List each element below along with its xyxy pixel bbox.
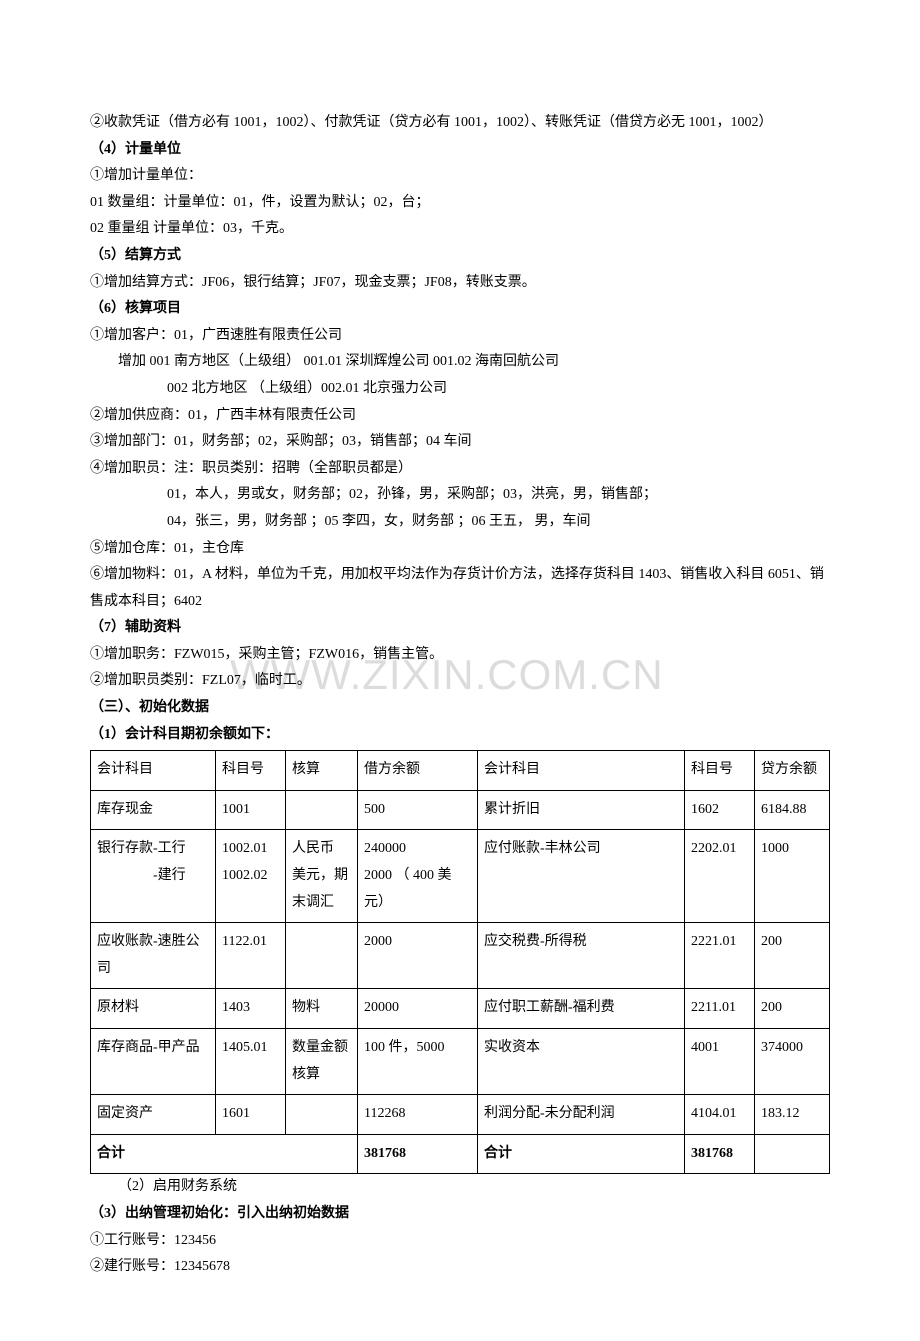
table-row: 银行存款-工行 -建行1002.011002.02人民币美元，期末调汇24000…	[91, 830, 830, 923]
table-cell: 1002.011002.02	[216, 830, 286, 923]
text-line: ②增加职员类别：FZL07，临时工。	[90, 668, 830, 695]
table-cell: 6184.88	[755, 790, 830, 830]
section-heading-table: （1）会计科目期初余额如下：	[90, 722, 830, 749]
table-total-row: 合计 381768 合计 381768	[91, 1134, 830, 1174]
text-line: 增加 001 南方地区（上级组） 001.01 深圳辉煌公司 001.02 海南…	[90, 349, 830, 376]
text-line: ②增加供应商：01，广西丰林有限责任公司	[90, 403, 830, 430]
total-right-value: 381768	[685, 1134, 755, 1174]
table-cell: 2202.01	[685, 830, 755, 923]
section-heading-6: （6）核算项目	[90, 296, 830, 323]
text-line: 02 重量组 计量单位：03，千克。	[90, 216, 830, 243]
table-cell	[286, 790, 358, 830]
table-cell: 利润分配-未分配利润	[478, 1095, 685, 1135]
table-row: 库存商品-甲产品1405.01数量金额核算100 件，5000实收资本40013…	[91, 1029, 830, 1095]
table-row: 应收账款-速胜公司1122.01 2000应交税费-所得税2221.01200	[91, 923, 830, 989]
document-body: ②收款凭证（借方必有 1001，1002）、付款凭证（贷方必有 1001，100…	[90, 110, 830, 1281]
table-cell: 1122.01	[216, 923, 286, 989]
table-cell: 183.12	[755, 1095, 830, 1135]
table-cell: 1405.01	[216, 1029, 286, 1095]
text-line: ①工行账号：123456	[90, 1228, 830, 1255]
table-cell: 库存现金	[91, 790, 216, 830]
text-line: 04，张三，男，财务部 ；05 李四，女，财务部 ；06 王五， 男，车间	[90, 509, 830, 536]
total-left-label: 合计	[91, 1134, 358, 1174]
table-cell: 1000	[755, 830, 830, 923]
table-cell: 112268	[358, 1095, 478, 1135]
section-heading-4: （4）计量单位	[90, 137, 830, 164]
table-cell: 物料	[286, 989, 358, 1029]
table-cell: 374000	[755, 1029, 830, 1095]
section-heading-7: （7）辅助资料	[90, 615, 830, 642]
section-heading-init: （三）、初始化数据	[90, 695, 830, 722]
text-line: ②建行账号：12345678	[90, 1254, 830, 1281]
table-cell: 累计折旧	[478, 790, 685, 830]
table-cell: 数量金额核算	[286, 1029, 358, 1095]
table-row: 固定资产1601 112268利润分配-未分配利润4104.01183.12	[91, 1095, 830, 1135]
table-cell: 原材料	[91, 989, 216, 1029]
table-cell: 应付职工薪酬-福利费	[478, 989, 685, 1029]
table-cell	[286, 1095, 358, 1135]
th-subject-l: 会计科目	[91, 751, 216, 791]
text-line: ①增加客户：01，广西速胜有限责任公司	[90, 323, 830, 350]
text-line: 01 数量组：计量单位：01，件，设置为默认；02，台；	[90, 190, 830, 217]
balance-table: 会计科目 科目号 核算 借方余额 会计科目 科目号 贷方余额 库存现金1001 5…	[90, 750, 830, 1174]
table-cell: 100 件，5000	[358, 1029, 478, 1095]
text-line: ②收款凭证（借方必有 1001，1002）、付款凭证（贷方必有 1001，100…	[90, 110, 830, 137]
text-line: 002 北方地区 （上级组）002.01 北京强力公司	[90, 376, 830, 403]
table-cell: 1602	[685, 790, 755, 830]
text-line: ①增加职务：FZW015，采购主管；FZW016，销售主管。	[90, 642, 830, 669]
table-cell: 实收资本	[478, 1029, 685, 1095]
section-heading-5: （5）结算方式	[90, 243, 830, 270]
table-cell: 应付账款-丰林公司	[478, 830, 685, 923]
table-cell: 2211.01	[685, 989, 755, 1029]
text-line: ①增加计量单位：	[90, 163, 830, 190]
table-cell: 200	[755, 923, 830, 989]
table-cell: 4001	[685, 1029, 755, 1095]
total-left-value: 381768	[358, 1134, 478, 1174]
table-row: 库存现金1001 500累计折旧16026184.88	[91, 790, 830, 830]
table-row: 原材料1403物料20000应付职工薪酬-福利费2211.01200	[91, 989, 830, 1029]
text-line: ⑤增加仓库：01，主仓库	[90, 536, 830, 563]
text-line: ④增加职员：注：职员类别：招聘（全部职员都是）	[90, 456, 830, 483]
table-cell: 银行存款-工行 -建行	[91, 830, 216, 923]
table-cell: 4104.01	[685, 1095, 755, 1135]
text-line: ③增加部门：01，财务部；02，采购部；03，销售部；04 车间	[90, 429, 830, 456]
text-line: ⑥增加物料：01，A 材料，单位为千克，用加权平均法作为存货计价方法，选择存货科…	[90, 562, 830, 615]
th-acct: 核算	[286, 751, 358, 791]
table-cell: 2221.01	[685, 923, 755, 989]
table-cell: 2400002000 （ 400 美元）	[358, 830, 478, 923]
section-heading-cash: （3）出纳管理初始化：引入出纳初始数据	[90, 1201, 830, 1228]
table-cell: 应交税费-所得税	[478, 923, 685, 989]
table-cell: 2000	[358, 923, 478, 989]
th-code-l: 科目号	[216, 751, 286, 791]
th-debit: 借方余额	[358, 751, 478, 791]
table-cell: 20000	[358, 989, 478, 1029]
total-right-label: 合计	[478, 1134, 685, 1174]
table-cell: 500	[358, 790, 478, 830]
text-line: 01，本人，男或女，财务部；02，孙锋，男，采购部；03，洪亮，男，销售部；	[90, 482, 830, 509]
th-subject-r: 会计科目	[478, 751, 685, 791]
table-cell: 1001	[216, 790, 286, 830]
table-cell: 人民币美元，期末调汇	[286, 830, 358, 923]
table-cell: 1403	[216, 989, 286, 1029]
text-line: ①增加结算方式：JF06，银行结算；JF07，现金支票；JF08，转账支票。	[90, 270, 830, 297]
text-line: （2）启用财务系统	[90, 1174, 830, 1201]
th-credit: 贷方余额	[755, 751, 830, 791]
th-code-r: 科目号	[685, 751, 755, 791]
total-blank	[755, 1134, 830, 1174]
table-cell: 200	[755, 989, 830, 1029]
table-cell: 1601	[216, 1095, 286, 1135]
table-header-row: 会计科目 科目号 核算 借方余额 会计科目 科目号 贷方余额	[91, 751, 830, 791]
table-cell: 库存商品-甲产品	[91, 1029, 216, 1095]
table-cell: 应收账款-速胜公司	[91, 923, 216, 989]
table-cell	[286, 923, 358, 989]
table-cell: 固定资产	[91, 1095, 216, 1135]
